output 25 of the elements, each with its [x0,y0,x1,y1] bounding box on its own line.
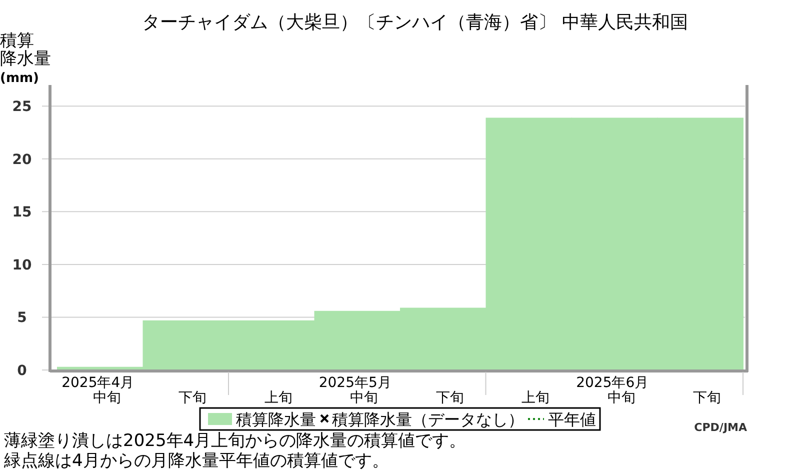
y-tick-label: 5 [17,310,27,326]
legend-label: 平年値 [548,410,596,429]
x-tick-label: 下旬 [436,390,464,406]
legend-label: 積算降水量（データなし） [332,410,524,429]
x-tick-label: 上旬 [522,390,550,406]
y-tick-label: 0 [17,363,28,379]
y-tick-label: 20 [12,152,32,168]
text: 2025年4月 [62,375,134,391]
y-tick-label: 15 [12,204,32,221]
x-tick-label: 下旬 [178,390,207,406]
x-tick-label: 中旬 [92,390,121,406]
text: 2025年6月 [576,375,649,391]
text: CPD/JMA [694,421,748,434]
text: 2025年5月 [318,375,392,391]
y-tick-label: 25 [12,99,32,116]
y-tick-label: 10 [12,257,32,274]
text: 緑点線は4月からの月降水量平年値の積算値です。 [3,451,389,470]
legend-label: 積算降水量 [236,410,316,429]
y-axis-title: 積算降水量(mm) [0,31,51,86]
x-tick-label: 上旬 [264,390,292,406]
x-tick-label: 中旬 [607,390,636,406]
x-tick-label: 中旬 [350,390,378,406]
chart-title: ターチャイダム（大柴旦）〔チンハイ（青海）省〕 中華人民共和国 [142,12,688,33]
x-tick-label: 下旬 [693,390,722,406]
text: 薄緑塗り潰しは2025年4月上旬からの降水量の積算値です。 [4,431,466,451]
